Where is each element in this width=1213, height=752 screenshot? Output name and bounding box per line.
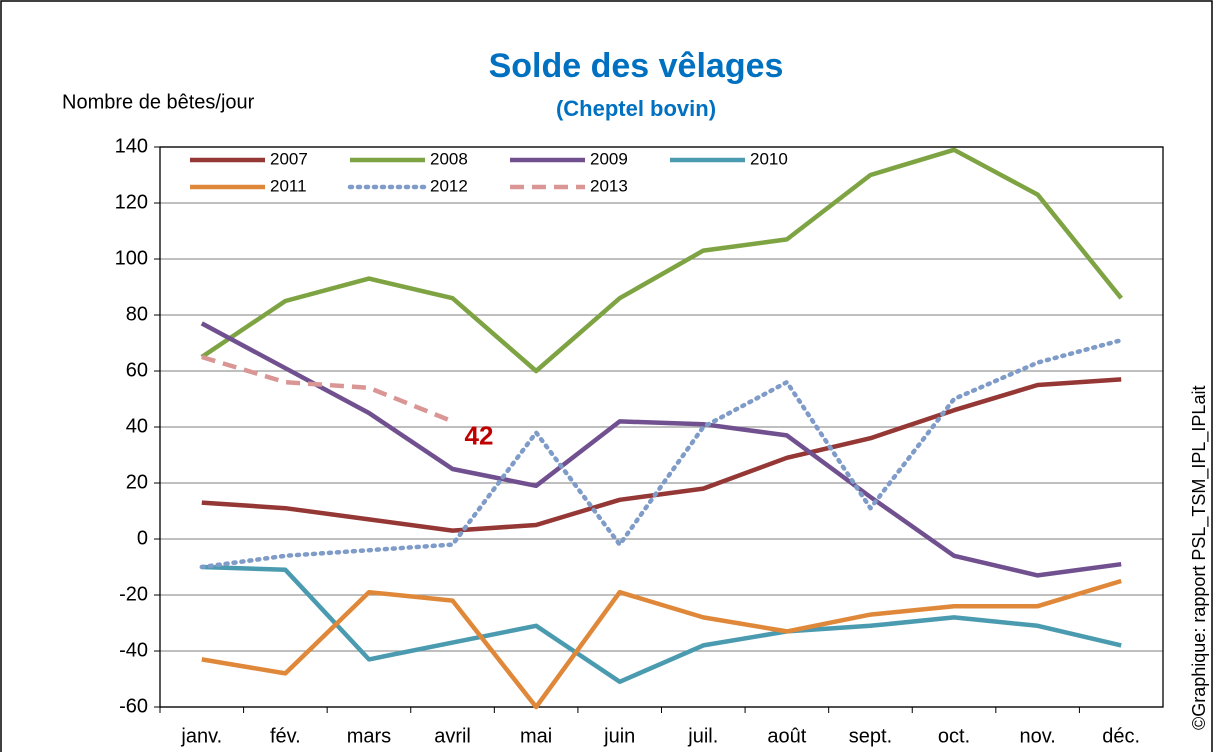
y-axis-label: Nombre de bêtes/jour bbox=[62, 91, 255, 113]
x-tick-label: juil. bbox=[687, 725, 718, 747]
plot-border bbox=[159, 146, 1164, 708]
legend-label: 2010 bbox=[750, 149, 788, 168]
series-line bbox=[200, 321, 1122, 578]
x-tick-label: mars bbox=[347, 725, 391, 747]
legend-label: 2013 bbox=[590, 176, 628, 195]
y-tick-label: -60 bbox=[119, 695, 148, 717]
series-line bbox=[201, 578, 1122, 710]
y-tick-label: 20 bbox=[126, 471, 148, 493]
x-tick-label: janv. bbox=[180, 725, 222, 747]
series-line bbox=[199, 337, 1124, 570]
series-line bbox=[201, 564, 1122, 685]
y-tick-label: -20 bbox=[119, 583, 148, 605]
series-line bbox=[201, 377, 1122, 533]
y-tick-label: 140 bbox=[115, 135, 148, 157]
x-tick-label: mai bbox=[520, 725, 552, 747]
y-tick-label: 60 bbox=[126, 359, 148, 381]
y-tick-label: -40 bbox=[119, 639, 148, 661]
x-tick-label: déc. bbox=[1102, 725, 1140, 747]
source-note: ©Graphique: rapport PSL_TSM_IPL_IPLait bbox=[1189, 386, 1210, 730]
y-tick-label: 40 bbox=[126, 415, 148, 437]
legend-label: 2009 bbox=[590, 149, 628, 168]
x-tick-label: avril bbox=[434, 725, 471, 747]
legend-label: 2008 bbox=[430, 149, 468, 168]
y-tick-label: 0 bbox=[137, 527, 148, 549]
x-tick-label: fév. bbox=[270, 725, 301, 747]
x-tick-label: juin bbox=[603, 725, 635, 747]
y-tick-label: 100 bbox=[115, 247, 148, 269]
y-tick-label: 120 bbox=[115, 191, 148, 213]
chart-subtitle: (Cheptel bovin) bbox=[556, 96, 716, 121]
legend-label: 2007 bbox=[270, 149, 308, 168]
x-tick-label: sept. bbox=[849, 725, 892, 747]
annotation: 42 bbox=[465, 420, 494, 450]
series-line bbox=[200, 147, 1123, 374]
y-tick-label: 80 bbox=[126, 303, 148, 325]
chart-title: Solde des vêlages bbox=[489, 47, 784, 85]
x-tick-label: août bbox=[767, 725, 806, 747]
legend-label: 2011 bbox=[270, 176, 307, 195]
x-tick-label: oct. bbox=[938, 725, 970, 747]
legend-label: 2012 bbox=[430, 176, 468, 195]
x-tick-label: nov. bbox=[1019, 725, 1055, 747]
